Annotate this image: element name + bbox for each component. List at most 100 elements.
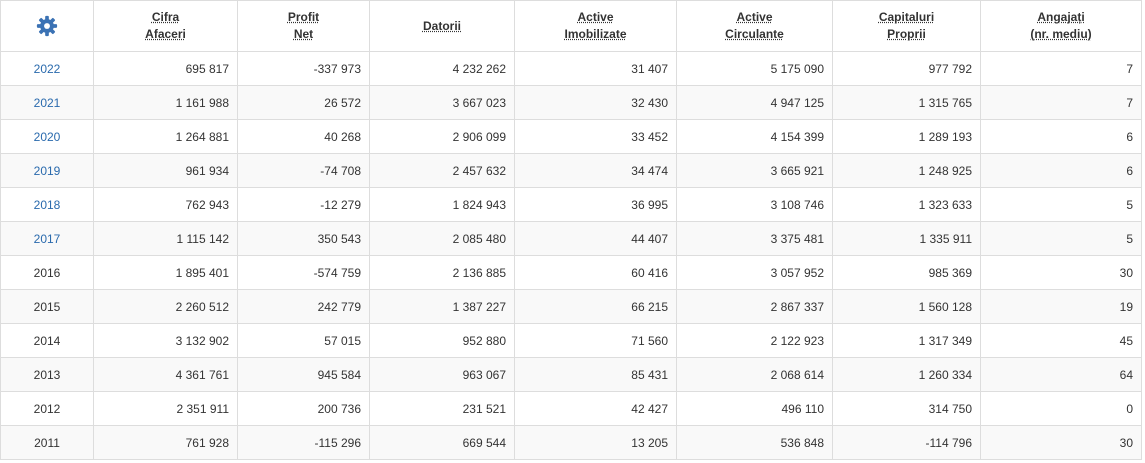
year-cell: 2012 — [0, 391, 94, 426]
column-header[interactable]: Capitaluri Proprii — [832, 0, 981, 52]
value-cell: 5 — [980, 187, 1142, 222]
value-cell: 42 427 — [514, 391, 677, 426]
header-label: Active — [736, 10, 773, 24]
value-cell: 33 452 — [514, 119, 677, 154]
data-row: 2016 1 895 401 -574 759 2 136 885 60 416 3 05… — [0, 255, 1142, 290]
value-cell: 945 584 — [237, 357, 370, 392]
year-cell: 2017 — [0, 221, 94, 256]
value-cell: 695 817 — [93, 51, 238, 86]
value-cell: 0 — [980, 391, 1142, 426]
header-label: Active — [577, 10, 614, 24]
value-cell: 3 057 952 — [676, 255, 833, 290]
value-cell: 1 317 349 — [832, 323, 981, 358]
value-cell: 3 665 921 — [676, 153, 833, 188]
column-header[interactable]: Cifra Afaceri — [93, 0, 238, 52]
value-cell: 1 260 334 — [832, 357, 981, 392]
value-cell: 2 085 480 — [369, 221, 515, 256]
value-cell: 1 895 401 — [93, 255, 238, 290]
header-label: Datorii — [422, 18, 461, 33]
value-cell: -574 759 — [237, 255, 370, 290]
column-header[interactable]: Profit Net — [237, 0, 370, 52]
settings-icon[interactable] — [32, 11, 62, 41]
value-cell: 2 068 614 — [676, 357, 833, 392]
data-row: 2019 961 934 -74 708 2 457 632 34 474 3 665 9… — [0, 153, 1142, 188]
data-row: 2022 695 817 -337 973 4 232 262 31 407 5 175 … — [0, 51, 1142, 86]
value-cell: 5 — [980, 221, 1142, 256]
data-row: 2011 761 928 -115 296 669 544 13 205 536 848-… — [0, 425, 1142, 460]
year-cell: 2015 — [0, 289, 94, 324]
value-cell: 4 947 125 — [676, 85, 833, 120]
column-header[interactable]: Active Circulante — [676, 0, 833, 52]
value-cell: 1 323 633 — [832, 187, 981, 222]
data-row: 2020 1 264 881 40 268 2 906 099 33 452 4 154 … — [0, 119, 1142, 154]
value-cell: 3 132 902 — [93, 323, 238, 358]
value-cell: 44 407 — [514, 221, 677, 256]
value-cell: 26 572 — [237, 85, 370, 120]
value-cell: 60 416 — [514, 255, 677, 290]
value-cell: 761 928 — [93, 425, 238, 460]
value-cell: 19 — [980, 289, 1142, 324]
value-cell: 5 175 090 — [676, 51, 833, 86]
year-label: 2015 — [33, 299, 61, 314]
column-header[interactable]: Active Imobilizate — [514, 0, 677, 52]
column-header[interactable]: Datorii — [369, 0, 515, 52]
year-cell: 2013 — [0, 357, 94, 392]
value-cell: -12 279 — [237, 187, 370, 222]
value-cell: 4 154 399 — [676, 119, 833, 154]
value-cell: 2 260 512 — [93, 289, 238, 324]
header-label: Capitaluri — [878, 10, 935, 24]
value-cell: 1 248 925 — [832, 153, 981, 188]
year-link[interactable]: 2020 — [33, 129, 61, 144]
value-cell: 13 205 — [514, 425, 677, 460]
value-cell: 1 560 128 — [832, 289, 981, 324]
value-cell: -74 708 — [237, 153, 370, 188]
data-row: 2014 3 132 902 57 015 952 880 71 560 2 122 92… — [0, 323, 1142, 358]
value-cell: 3 375 481 — [676, 221, 833, 256]
year-link[interactable]: 2021 — [33, 95, 61, 110]
value-cell: 952 880 — [369, 323, 515, 358]
value-cell: 200 736 — [237, 391, 370, 426]
value-cell: 3 108 746 — [676, 187, 833, 222]
settings-cell — [0, 0, 94, 52]
value-cell: 1 335 911 — [832, 221, 981, 256]
value-cell: 1 161 988 — [93, 85, 238, 120]
value-cell: 30 — [980, 255, 1142, 290]
value-cell: 1 387 227 — [369, 289, 515, 324]
value-cell: 40 268 — [237, 119, 370, 154]
year-cell: 2021 — [0, 85, 94, 120]
data-row: 2015 2 260 512 242 779 1 387 227 66 215 2 867… — [0, 289, 1142, 324]
value-cell: 536 848 — [676, 425, 833, 460]
value-cell: 6 — [980, 153, 1142, 188]
year-link[interactable]: 2019 — [33, 163, 61, 178]
value-cell: 6 — [980, 119, 1142, 154]
data-row: 2018 762 943 -12 279 1 824 943 36 995 3 108 7… — [0, 187, 1142, 222]
value-cell: 496 110 — [676, 391, 833, 426]
year-link[interactable]: 2018 — [33, 197, 61, 212]
header-label: Profit — [287, 10, 320, 24]
value-cell: 2 457 632 — [369, 153, 515, 188]
value-cell: 3 667 023 — [369, 85, 515, 120]
header-row: Cifra Afaceri Profit Net Datorii Active Imobil… — [0, 0, 1142, 52]
value-cell: 45 — [980, 323, 1142, 358]
year-label: 2013 — [33, 367, 61, 382]
header-label: Afaceri — [145, 27, 186, 41]
value-cell: 669 544 — [369, 425, 515, 460]
value-cell: 64 — [980, 357, 1142, 392]
year-cell: 2020 — [0, 119, 94, 154]
value-cell: 4 232 262 — [369, 51, 515, 86]
value-cell: 314 750 — [832, 391, 981, 426]
value-cell: 963 067 — [369, 357, 515, 392]
column-header[interactable]: Angajați (nr. mediu) — [980, 0, 1142, 52]
data-row: 2013 4 361 761 945 584 963 067 85 431 2 068 6… — [0, 357, 1142, 392]
data-row: 2012 2 351 911 200 736 231 521 42 427 496 110… — [0, 391, 1142, 426]
year-link[interactable]: 2017 — [33, 231, 61, 246]
header-label: Proprii — [887, 27, 926, 41]
value-cell: 57 015 — [237, 323, 370, 358]
value-cell: 1 115 142 — [93, 221, 238, 256]
year-label: 2012 — [33, 401, 61, 416]
year-link[interactable]: 2022 — [33, 61, 61, 76]
header-label: Circulante — [725, 27, 784, 41]
value-cell: 2 122 923 — [676, 323, 833, 358]
